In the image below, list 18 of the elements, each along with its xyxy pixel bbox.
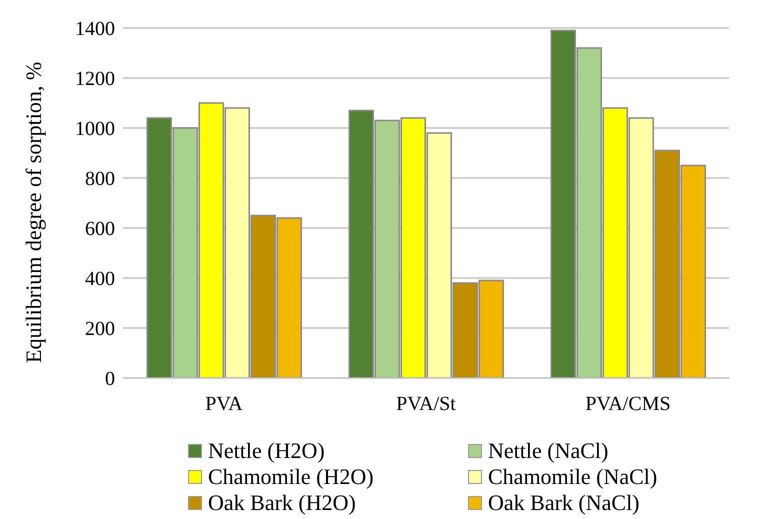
y-tick-label: 800 xyxy=(85,168,115,190)
y-tick-label: 1200 xyxy=(75,68,115,90)
y-tick-label: 0 xyxy=(105,368,115,390)
legend-label: Oak Bark (NaCl) xyxy=(488,490,640,516)
y-tick-label: 400 xyxy=(85,268,115,290)
legend-label: Chamomile (H2O) xyxy=(208,464,374,490)
legend-label: Nettle (NaCl) xyxy=(488,438,608,464)
legend-label: Nettle (H2O) xyxy=(208,438,325,464)
x-tick-label: PVA/St xyxy=(396,393,456,416)
y-tick-label: 1000 xyxy=(75,118,115,140)
y-tick-label: 200 xyxy=(85,318,115,340)
legend-label: Chamomile (NaCl) xyxy=(488,464,658,490)
y-axis-title: Equilibrium degree of sorption, % xyxy=(20,62,46,363)
x-tick-label: PVA xyxy=(205,393,244,416)
x-tick-label: PVA/CMS xyxy=(585,393,671,416)
y-tick-label: 1400 xyxy=(75,18,115,40)
legend-label: Oak Bark (H2O) xyxy=(208,490,356,516)
y-tick-label: 600 xyxy=(85,218,115,240)
